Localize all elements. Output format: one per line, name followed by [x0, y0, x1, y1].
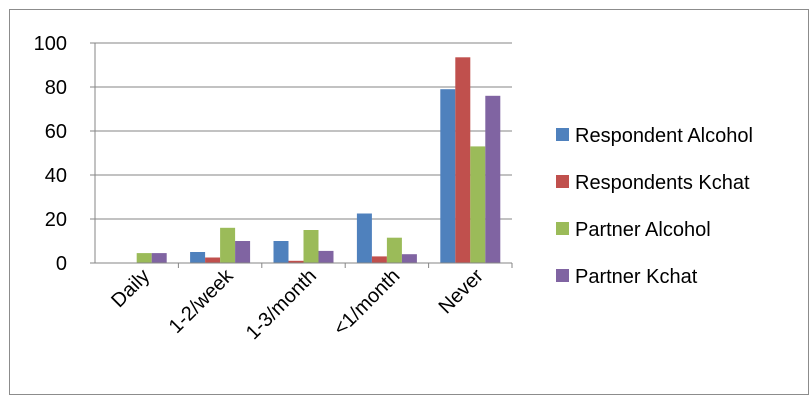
bar [455, 57, 471, 263]
y-tick-label: 80 [45, 77, 67, 99]
y-tick-label: 60 [45, 121, 67, 143]
bar [273, 241, 289, 263]
legend-label: Respondents Kchat [575, 172, 750, 194]
y-tick-label: 40 [45, 165, 67, 187]
legend-swatch [556, 128, 569, 141]
bar [136, 253, 152, 263]
x-tick-label: 1-2/week [165, 264, 239, 338]
bar [303, 230, 319, 263]
y-tick-label: 20 [45, 209, 67, 231]
legend-label: Respondent Alcohol [575, 125, 753, 147]
y-tick-labels: 0 20 40 60 80 100 [34, 33, 67, 275]
bar [485, 95, 501, 263]
legend-label: Partner Alcohol [575, 219, 711, 241]
legend-swatch [556, 222, 569, 235]
legend-swatch [556, 269, 569, 282]
x-tick-label: 1-3/month [242, 265, 321, 344]
bar [356, 213, 372, 263]
y-tick-label: 0 [56, 253, 67, 275]
legend-label: Partner Kchat [575, 266, 698, 288]
bar [235, 241, 251, 263]
bar [151, 253, 167, 263]
axes [90, 42, 513, 268]
bar [190, 252, 206, 263]
bar [440, 89, 456, 263]
bar [401, 254, 417, 263]
bar [220, 227, 236, 263]
x-tick-label: <1/month [330, 265, 405, 340]
bar [386, 237, 402, 263]
x-tick-label: Daily [107, 265, 154, 312]
bar [470, 146, 486, 263]
bars [136, 57, 501, 263]
legend: Respondent Alcohol Respondents Kchat Partn… [556, 125, 753, 288]
bar [318, 250, 334, 263]
bar [205, 257, 221, 263]
bar [288, 260, 304, 263]
legend-swatch [556, 175, 569, 188]
bar [371, 256, 387, 263]
x-tick-label: Never [435, 265, 489, 319]
y-tick-label: 100 [34, 33, 67, 55]
chart-frame [9, 9, 809, 395]
x-tick-labels: Daily 1-2/week 1-3/month <1/month Never [107, 264, 488, 344]
